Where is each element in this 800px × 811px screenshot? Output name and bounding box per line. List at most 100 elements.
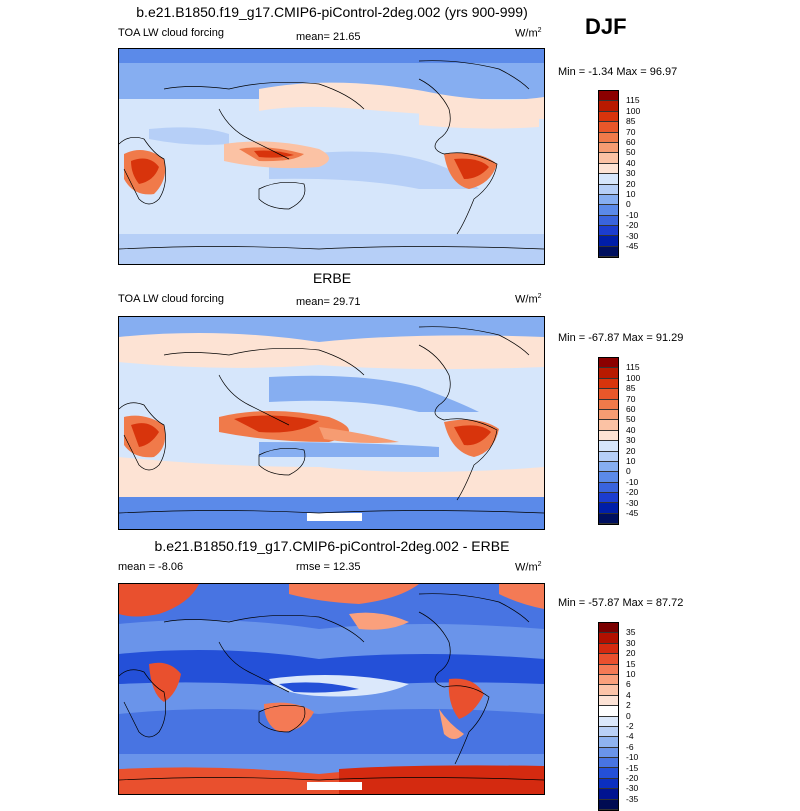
colorbar-swatch: [599, 236, 618, 247]
colorbar-swatch: [599, 461, 618, 473]
colorbar-swatch: [599, 513, 618, 525]
colorbar-tick-label: -10: [626, 209, 639, 220]
colorbar-tick-label: 20: [626, 178, 636, 189]
colorbar-swatch: [599, 623, 618, 634]
panel3-map: [118, 583, 545, 795]
colorbar-tick-label: -6: [626, 741, 634, 752]
colorbar-swatch: [599, 122, 618, 133]
colorbar-swatch: [599, 726, 618, 738]
panel2-minmax: Min = -67.87 Max = 91.29: [558, 332, 684, 344]
colorbar-tick-label: -10: [626, 476, 639, 487]
colorbar-tick-label: 115: [626, 95, 640, 106]
colorbar-tick-label: 115: [626, 362, 640, 373]
colorbar-tick-label: 10: [626, 456, 636, 466]
colorbar-tick-label: 70: [626, 393, 636, 404]
colorbar-tick-label: -2: [626, 721, 634, 731]
colorbar-tick-label: 40: [626, 157, 636, 168]
colorbar-tick-label: 50: [626, 414, 636, 425]
colorbar-swatch: [599, 472, 618, 483]
colorbar-swatch: [599, 654, 618, 665]
panel2-colorbar: 115 100 85 70 60 50 40 30 20 10 0 -10 -20 -30 -45: [598, 357, 640, 526]
colorbar-tick-label: 20: [626, 648, 636, 659]
colorbar-tick-label: 4: [626, 689, 631, 700]
colorbar-tick-label: 30: [626, 435, 636, 446]
panel2-variable-label: TOA LW cloud forcing: [118, 293, 224, 305]
panel1-minmax: Min = -1.34 Max = 96.97: [558, 66, 678, 78]
panel3-mean-label: mean = -8.06: [118, 561, 184, 573]
colorbar-swatch: [599, 789, 618, 800]
panel1-colorbar: 115 100 85 70 60 50 40 30 20 10 0 -10 -20 -30 -45: [598, 90, 640, 259]
colorbar-swatch: [599, 358, 618, 369]
colorbar-swatch: [599, 409, 618, 421]
colorbar-swatch: [599, 430, 618, 442]
colorbar-tick-label: 100: [626, 372, 641, 383]
colorbar-swatch: [599, 503, 618, 514]
panel2-title: ERBE: [312, 270, 352, 286]
panel1-map: [118, 48, 545, 265]
panel3-units-label: W/m2: [515, 561, 542, 574]
colorbar-swatch: [599, 706, 618, 717]
colorbar-tick-label: 30: [626, 168, 636, 179]
colorbar-swatch: [599, 184, 618, 195]
colorbar-swatch: [599, 205, 618, 216]
colorbar-swatch: [599, 174, 618, 185]
colorbar-tick-label: 50: [626, 147, 636, 158]
colorbar-swatch: [599, 142, 618, 154]
colorbar-tick-label: 85: [626, 116, 636, 127]
colorbar-tick-label: 0: [626, 199, 631, 210]
colorbar-tick-label: -4: [626, 731, 634, 742]
colorbar-swatch: [599, 368, 618, 379]
panel2-map: [118, 316, 545, 530]
colorbar-tick-label: 0: [626, 466, 631, 477]
colorbar-tick-label: -20: [626, 773, 639, 783]
colorbar-swatch: [599, 674, 618, 686]
colorbar-swatch: [599, 246, 618, 258]
colorbar-tick-label: -15: [626, 762, 639, 773]
season-label: DJF: [585, 14, 627, 39]
colorbar-tick-label: 70: [626, 126, 636, 137]
colorbar-swatch: [599, 132, 618, 143]
colorbar-swatch: [599, 153, 618, 164]
colorbar-tick-label: -35: [626, 793, 639, 804]
colorbar-tick-label: -45: [626, 241, 639, 251]
colorbar-swatch: [599, 664, 618, 675]
colorbar-swatch: [599, 101, 618, 112]
colorbar-swatch: [599, 768, 618, 779]
colorbar-tick-label: -30: [626, 783, 639, 794]
colorbar-swatch: [599, 685, 618, 696]
colorbar-swatch: [599, 482, 618, 494]
colorbar-tick-label: 10: [626, 669, 636, 679]
colorbar-swatch: [599, 737, 618, 748]
panel1-mean-label: mean= 21.65: [296, 31, 361, 43]
panel2-mean-label: mean= 29.71: [296, 296, 361, 308]
colorbar-tick-label: 35: [626, 627, 636, 638]
colorbar-swatch: [599, 420, 618, 431]
colorbar-tick-label: -30: [626, 497, 639, 508]
colorbar-swatch: [599, 633, 618, 644]
colorbar-tick-label: -20: [626, 220, 639, 231]
colorbar-tick-label: 100: [626, 105, 641, 116]
panel1-variable-label: TOA LW cloud forcing: [118, 27, 224, 39]
colorbar-swatch: [599, 226, 618, 237]
colorbar-tick-label: -30: [626, 230, 639, 241]
panel3-title: b.e21.B1850.f19_g17.CMIP6-piControl-2deg…: [154, 538, 510, 554]
panel3-rmse-label: rmse = 12.35: [296, 561, 361, 573]
colorbar-tick-label: 2: [626, 700, 631, 711]
colorbar-swatch: [599, 758, 618, 769]
colorbar-swatch: [599, 493, 618, 504]
colorbar-tick-label: 30: [626, 637, 636, 648]
colorbar-tick-label: 10: [626, 189, 636, 199]
panel1-title: b.e21.B1850.f19_g17.CMIP6-piControl-2deg…: [136, 4, 528, 20]
colorbar-tick-label: 85: [626, 383, 636, 394]
colorbar-tick-label: 15: [626, 658, 636, 669]
colorbar-swatch: [599, 194, 618, 206]
colorbar-swatch: [599, 778, 618, 790]
panel3-minmax: Min = -57.87 Max = 87.72: [558, 597, 684, 609]
colorbar-tick-label: -45: [626, 508, 639, 518]
colorbar-swatch: [599, 747, 618, 759]
panel3-colorbar: 35 30 20 15 10 6 4 2 0 -2 -4 -6 -10 -15 -20 -30 -35: [598, 622, 638, 811]
colorbar-tick-label: -10: [626, 752, 639, 763]
colorbar-swatch: [599, 91, 618, 102]
panel1-units-label: W/m2: [515, 27, 542, 40]
colorbar-swatch: [599, 215, 618, 227]
